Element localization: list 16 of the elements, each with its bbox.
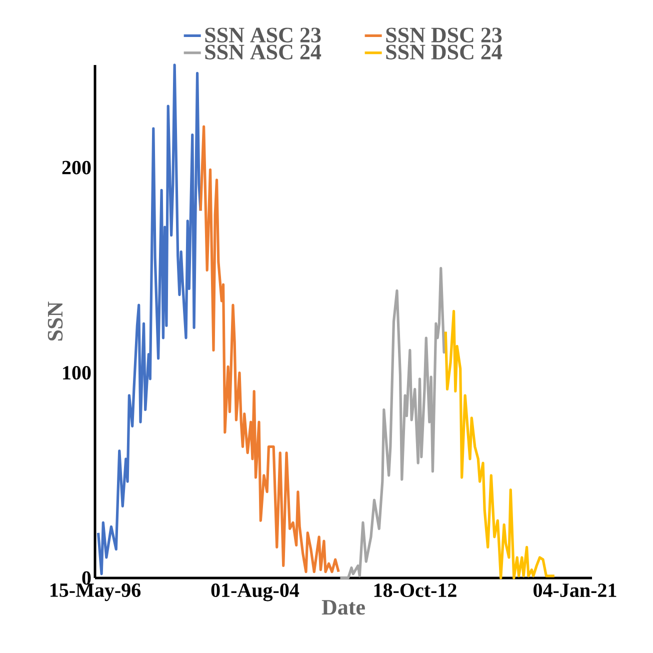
x-tick-label: 04-Jan-21: [534, 584, 616, 598]
x-tick-label: 01-Aug-04: [211, 584, 300, 602]
line-series: [96, 64, 202, 576]
x-axis-title: Date: [322, 600, 365, 615]
legend-label: SSN ASC 23: [205, 28, 321, 42]
x-tick-label: 18-Oct-12: [374, 584, 456, 598]
legend-label: SSN DSC 24: [386, 44, 502, 60]
legend-label: SSN DSC 23: [386, 28, 502, 42]
line-series: [338, 266, 447, 580]
line-series: [199, 125, 340, 574]
y-axis-title: SSN: [48, 302, 63, 340]
x-tick-label: 15-May-96: [50, 584, 141, 602]
legend-label: SSN ASC 24: [205, 44, 322, 60]
y-tick-label: 0: [82, 571, 91, 585]
y-tick-label: 200: [62, 160, 91, 174]
y-tick-label: 100: [63, 366, 91, 380]
